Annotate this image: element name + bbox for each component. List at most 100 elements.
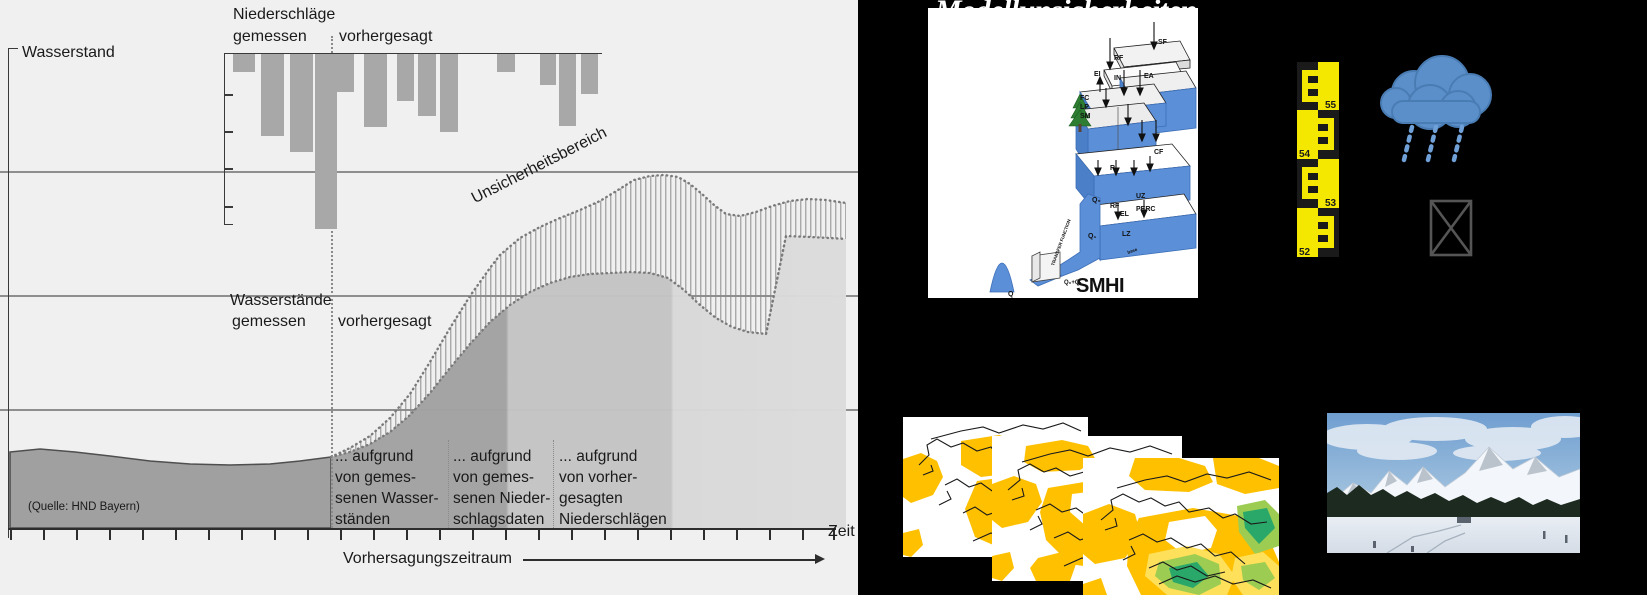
hbv-label-lp: LP [1080, 104, 1089, 111]
y-axis-bracket [8, 48, 18, 538]
reason-line: schlagsdaten [453, 511, 545, 528]
precipitation-map [1083, 458, 1279, 595]
hbv-label-rf2: RF [1110, 203, 1120, 210]
hbv-label-q1: Q₁ [1088, 233, 1096, 240]
map-borders [1100, 471, 1272, 589]
reason-line: ... aufgrund [453, 448, 532, 465]
snow-field [1327, 517, 1580, 553]
forecast-period-label: Vorhersagungszeitraum [343, 550, 512, 567]
forecast-upper-bound [329, 173, 848, 459]
reason-line: Niederschlägen [559, 511, 667, 528]
hbv-model-schematic: SF RF EI IN EA FC LP SM R CF UZ Q₀ RF EL… [928, 8, 1198, 298]
hbv-label-transfer: TRANSFER FUNCTION [1050, 219, 1071, 267]
x-axis-label: Zeit [828, 523, 855, 540]
forecast-shaded-area [331, 236, 846, 528]
hbv-label-ei: EI [1094, 71, 1101, 78]
precip-bar-measured [290, 54, 313, 152]
precip-bar-measured [335, 54, 354, 92]
precip-bar-forecast [497, 54, 515, 72]
hbv-label-sf: SF [1158, 39, 1168, 46]
reason-line: von gemes- [453, 469, 534, 486]
uncertainty-band [331, 175, 846, 457]
hbv-label-lz: LZ [1122, 231, 1131, 238]
gauge-reading-53: 53 [1325, 198, 1337, 209]
precip-measured-label-line1: Niederschläge [233, 6, 336, 23]
hbv-label-rf: RF [1114, 55, 1124, 62]
precip-map-svg-3 [1083, 458, 1279, 595]
forecast-period-arrow-line [523, 559, 815, 561]
gauge-reading-52: 52 [1299, 247, 1311, 257]
winter-mountain-photo [1327, 413, 1580, 553]
precip-tick-4 [224, 206, 233, 208]
rain-drops [1401, 124, 1465, 163]
source-note: (Quelle: HND Bayern) [28, 501, 140, 513]
measured-water-area [9, 448, 332, 529]
forecast-start-divider [331, 36, 333, 528]
hbv-label-base: base [1127, 247, 1139, 255]
hbv-model-svg: SF RF EI IN EA FC LP SM R CF UZ Q₀ RF EL… [989, 22, 1197, 298]
level-measured-label-line1: Wasserstände [230, 292, 332, 309]
precip-bar-forecast [540, 54, 556, 85]
hbv-brand: SMHI [1076, 275, 1124, 297]
hbv-label-uz: UZ [1136, 193, 1146, 200]
reason-line: von vorher- [559, 469, 638, 486]
winter-photo-svg [1327, 413, 1580, 553]
hbv-label-fc: FC [1080, 95, 1089, 102]
hbv-label-perc: PERC [1136, 206, 1155, 213]
rain-cloud-icon [1380, 55, 1492, 163]
gauge-svg: 55 54 53 52 [1297, 62, 1339, 258]
snow-tracks [1386, 524, 1466, 553]
y-axis-label: Wasserstand [22, 44, 115, 61]
hbv-label-sm: SM [1080, 113, 1091, 120]
precip-tick-1 [224, 94, 233, 96]
precip-bar-forecast [418, 54, 436, 116]
hbv-label-q: Q [1008, 291, 1014, 298]
gauge-reading-55: 55 [1325, 100, 1337, 111]
precip-forecast-label: vorhergesagt [339, 28, 433, 45]
crossed-box-symbol [1429, 199, 1473, 257]
forecast-diagram: Wasserstand Niederschläge gemess [0, 0, 858, 595]
level-forecast-label: vorhergesagt [338, 313, 432, 330]
precip-field [1083, 458, 1279, 595]
precip-tick-3 [224, 168, 233, 170]
reason-line: von gemes- [335, 469, 416, 486]
precip-bar-forecast [397, 54, 414, 101]
reason-column-divider-2 [553, 440, 554, 528]
hbv-label-el: EL [1120, 211, 1130, 218]
tree-line [1327, 485, 1580, 521]
forecast-period-arrow-head [815, 554, 825, 564]
reason-column: ... aufgrund von gemes- senen Nieder- sc… [453, 446, 550, 530]
reason-line: ständen [335, 511, 391, 528]
reason-line: gesagten [559, 490, 623, 507]
reason-column: ... aufgrund von vorher- gesagten Nieder… [559, 446, 667, 530]
level-measured-label-line2: gemessen [232, 313, 306, 330]
precip-bar-measured [315, 54, 337, 229]
precip-measured-label-line2: gemessen [233, 28, 307, 45]
hbv-label-q0: Q₀ [1092, 197, 1101, 204]
water-level-gauge: 55 54 53 52 [1297, 62, 1339, 258]
precip-axis-foot [224, 223, 233, 225]
reason-line: ... aufgrund [335, 448, 414, 465]
precip-bar-measured [233, 54, 255, 72]
gauge-reading-54: 54 [1299, 149, 1311, 160]
reason-line: ... aufgrund [559, 448, 638, 465]
reason-line: senen Wasser- [335, 490, 439, 507]
precip-bar-forecast [364, 54, 387, 127]
precip-bar-measured [261, 54, 284, 136]
precip-bar-forecast [440, 54, 458, 132]
precip-tick-2 [224, 131, 233, 133]
hbv-label-r: R [1110, 165, 1115, 172]
precip-bar-forecast [581, 54, 598, 94]
time-axis [8, 528, 836, 530]
reason-line: senen Nieder- [453, 490, 551, 507]
precip-bar-forecast [559, 54, 576, 126]
reason-column-divider-1 [448, 440, 449, 528]
forecast-lower-bound [329, 234, 848, 459]
precipitation-axis-frame [224, 53, 602, 225]
hbv-label-ea: EA [1144, 73, 1154, 80]
reason-column: ... aufgrund von gemes- senen Wasser- st… [335, 446, 439, 530]
diagram-plot [0, 171, 858, 529]
hbv-label-in: IN [1114, 75, 1121, 82]
hbv-label-q0q1: Q₀+Q₁ [1064, 280, 1083, 286]
